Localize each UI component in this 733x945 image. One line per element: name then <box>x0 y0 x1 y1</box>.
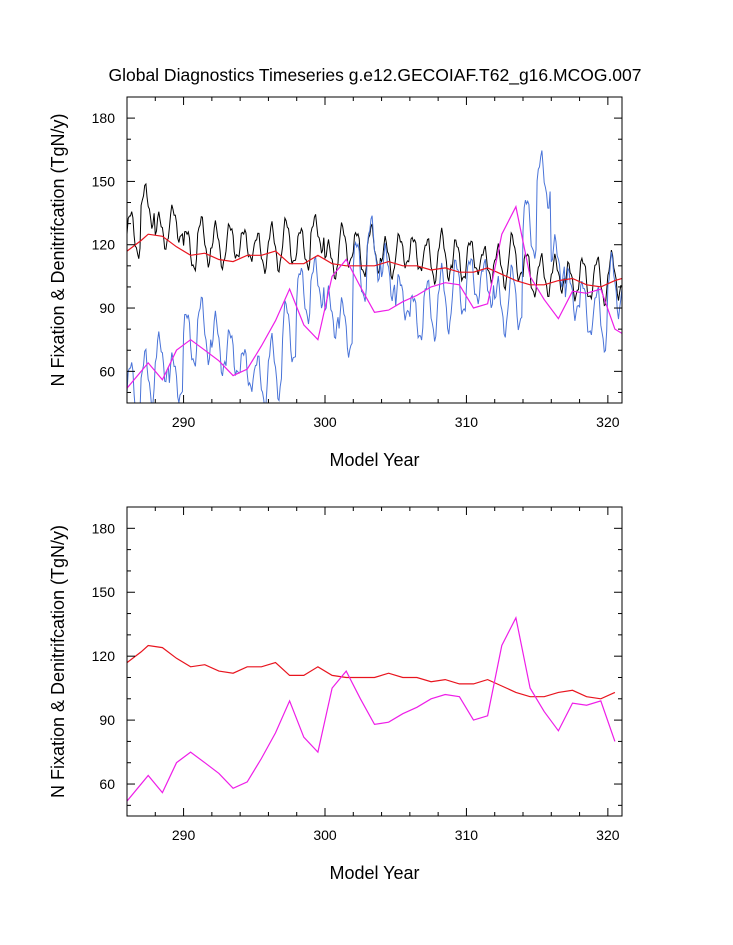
y-tick-label: 180 <box>92 110 116 126</box>
x-tick-label: 320 <box>596 414 620 430</box>
x-tick-label: 310 <box>455 827 479 843</box>
series-line-denitrification-annual-mean <box>127 615 616 802</box>
y-axis-label: N Fixation & Denitrifcation (TgN/y) <box>48 525 68 798</box>
y-tick-label: 150 <box>92 584 116 600</box>
plot-area <box>127 615 616 802</box>
y-tick-label: 60 <box>99 776 115 792</box>
x-tick-label: 290 <box>172 827 196 843</box>
x-tick-label: 310 <box>455 414 479 430</box>
figure-title: Global Diagnostics Timeseries g.e12.GECO… <box>108 65 641 86</box>
series-line-n-fixation-annual-mean <box>127 644 616 700</box>
plot-area <box>127 150 622 403</box>
x-tick-label: 320 <box>596 827 620 843</box>
y-tick-label: 120 <box>92 648 116 664</box>
axes-frame <box>126 96 623 404</box>
series-line-denitrification-annual-mean <box>127 204 622 389</box>
series-line-denitrification-monthly <box>127 150 622 403</box>
x-tick-label: 300 <box>313 827 337 843</box>
x-axis-label: Model Year <box>329 450 419 470</box>
top-panel: 290 300 310 320 60 90 120 150 180 Model Year N Fix… <box>48 96 623 470</box>
y-tick-label: 60 <box>99 363 115 379</box>
y-tick-label: 180 <box>92 520 116 536</box>
x-tick-label: 300 <box>313 414 337 430</box>
x-tick-label: 290 <box>172 414 196 430</box>
y-tick-label: 90 <box>99 712 115 728</box>
axes-frame <box>126 506 623 817</box>
y-tick-label: 90 <box>99 300 115 316</box>
y-tick-label: 150 <box>92 173 116 189</box>
series-line-n-fixation-monthly <box>127 182 622 307</box>
series-line-n-fixation-annual-mean <box>127 233 622 288</box>
bottom-panel: 290 300 310 320 60 90 120 150 180 Model Year N Fix… <box>48 506 623 883</box>
y-tick-label: 120 <box>92 237 116 253</box>
y-axis-label: N Fixation & Denitrifcation (TgN/y) <box>48 113 68 386</box>
x-axis-label: Model Year <box>329 863 419 883</box>
